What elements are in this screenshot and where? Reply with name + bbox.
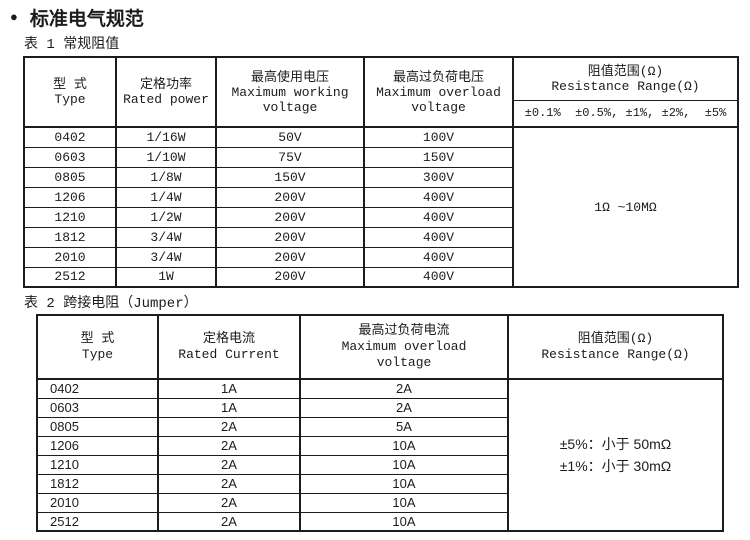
cell-overload-voltage: 150V [363, 146, 514, 168]
cell-overload-current: 5A [299, 416, 509, 437]
col-header-max-overload-voltage: 最高过负荷电压 Maximum overload voltage [363, 56, 514, 128]
resistance-range-value: ±5%：小于 50mΩ ±1%：小于 30mΩ [507, 378, 724, 532]
cell-power: 3/4W [115, 246, 217, 268]
cell-current: 1A [157, 397, 301, 418]
table-row: 2512 2A 10A [36, 511, 723, 532]
cell-current: 2A [157, 473, 301, 494]
cell-overload-current: 2A [299, 397, 509, 418]
cell-overload-voltage: 400V [363, 206, 514, 228]
cell-overload-current: 10A [299, 511, 509, 532]
table-row: 2512 1W 200V 400V [23, 266, 738, 288]
cell-overload-current: 10A [299, 435, 509, 456]
cell-overload-voltage: 400V [363, 246, 514, 268]
table-jumper-resistance: 型 式 Type 定格电流 Rated Current 最高过负荷电流 Maxi… [36, 314, 724, 532]
table-row: 0805 2A 5A [36, 416, 723, 437]
cell-type: 2010 [23, 246, 117, 268]
cell-type: 1206 [36, 435, 159, 456]
cell-working-voltage: 200V [215, 226, 365, 248]
cell-power: 1/10W [115, 146, 217, 168]
cell-overload-current: 2A [299, 378, 509, 399]
cell-power: 1W [115, 266, 217, 288]
table-row: 1210 1/2W 200V 400V [23, 206, 738, 228]
cell-type: 0805 [23, 166, 117, 188]
cell-power: 1/8W [115, 166, 217, 188]
col-header-type: 型 式 Type [23, 56, 117, 128]
table-regular-resistance: 型 式 Type 定格功率 Rated power 最高使用电压 Maximum… [23, 56, 739, 288]
cell-type: 1206 [23, 186, 117, 208]
cell-overload-current: 10A [299, 473, 509, 494]
table-row: 0402 1A 2A ±5%：小于 50mΩ ±1%：小于 30mΩ [36, 378, 724, 532]
cell-working-voltage: 200V [215, 206, 365, 228]
table-row: 0402 1/16W 50V 100V 1Ω ~10MΩ [23, 126, 739, 288]
cell-overload-voltage: 300V [363, 166, 514, 188]
cell-overload-voltage: 400V [363, 186, 514, 208]
cell-working-voltage: 200V [215, 186, 365, 208]
cell-type: 2512 [23, 266, 117, 288]
cell-current: 2A [157, 492, 301, 513]
cell-working-voltage: 200V [215, 246, 365, 268]
cell-type: 0603 [36, 397, 159, 418]
cell-type: 1812 [36, 473, 159, 494]
cell-overload-voltage: 100V [363, 126, 514, 148]
table2-caption: 表 2 跨接电阻（Jumper） [24, 296, 198, 312]
page-title: 标准电气规范 [29, 9, 144, 30]
cell-overload-voltage: 400V [363, 266, 514, 288]
cell-working-voltage: 200V [215, 266, 365, 288]
cell-type: 2512 [36, 511, 159, 532]
cell-current: 1A [157, 378, 301, 399]
col-header-max-overload-current: 最高过负荷电流 Maximum overload voltage [299, 314, 509, 380]
cell-type: 2010 [36, 492, 159, 513]
table-row: 1206 1/4W 200V 400V [23, 186, 738, 208]
col-header-resistance-range: 阻值范围(Ω) Resistance Range(Ω) [507, 314, 724, 380]
cell-type: 0603 [23, 146, 117, 168]
col-header-type: 型 式 Type [36, 314, 159, 380]
cell-power: 1/2W [115, 206, 217, 228]
cell-power: 1/4W [115, 186, 217, 208]
resistance-range-value: 1Ω ~10MΩ [512, 126, 739, 288]
cell-working-voltage: 75V [215, 146, 365, 168]
cell-overload-current: 10A [299, 492, 509, 513]
table1-caption: 表 1 常规阻值 [24, 37, 120, 53]
cell-overload-voltage: 400V [363, 226, 514, 248]
cell-current: 2A [157, 435, 301, 456]
cell-current: 2A [157, 454, 301, 475]
cell-current: 2A [157, 416, 301, 437]
cell-power: 3/4W [115, 226, 217, 248]
table-row: 1812 3/4W 200V 400V [23, 226, 738, 248]
cell-type: 1812 [23, 226, 117, 248]
cell-type: 0402 [36, 378, 159, 399]
tolerance-values: ±0.1% ±0.5%, ±1%, ±2%, ±5% [512, 100, 739, 128]
cell-overload-current: 10A [299, 454, 509, 475]
table-row: 1210 2A 10A [36, 454, 723, 475]
section-title: ● 标准电气规范 [10, 4, 144, 31]
col-header-rated-power: 定格功率 Rated power [115, 56, 217, 128]
bullet-icon: ● [10, 9, 18, 24]
table-row: 2010 3/4W 200V 400V [23, 246, 738, 268]
cell-power: 1/16W [115, 126, 217, 148]
cell-working-voltage: 150V [215, 166, 365, 188]
table-row: 2010 2A 10A [36, 492, 723, 513]
col-header-max-working-voltage: 最高使用电压 Maximum working voltage [215, 56, 365, 128]
cell-type: 1210 [36, 454, 159, 475]
col-header-resistance-range: 阻值范围(Ω) Resistance Range(Ω) [512, 56, 739, 101]
cell-type: 1210 [23, 206, 117, 228]
table-row: 1206 2A 10A [36, 435, 723, 456]
cell-type: 0402 [23, 126, 117, 148]
cell-current: 2A [157, 511, 301, 532]
cell-working-voltage: 50V [215, 126, 365, 148]
col-header-rated-current: 定格电流 Rated Current [157, 314, 301, 380]
cell-type: 0805 [36, 416, 159, 437]
